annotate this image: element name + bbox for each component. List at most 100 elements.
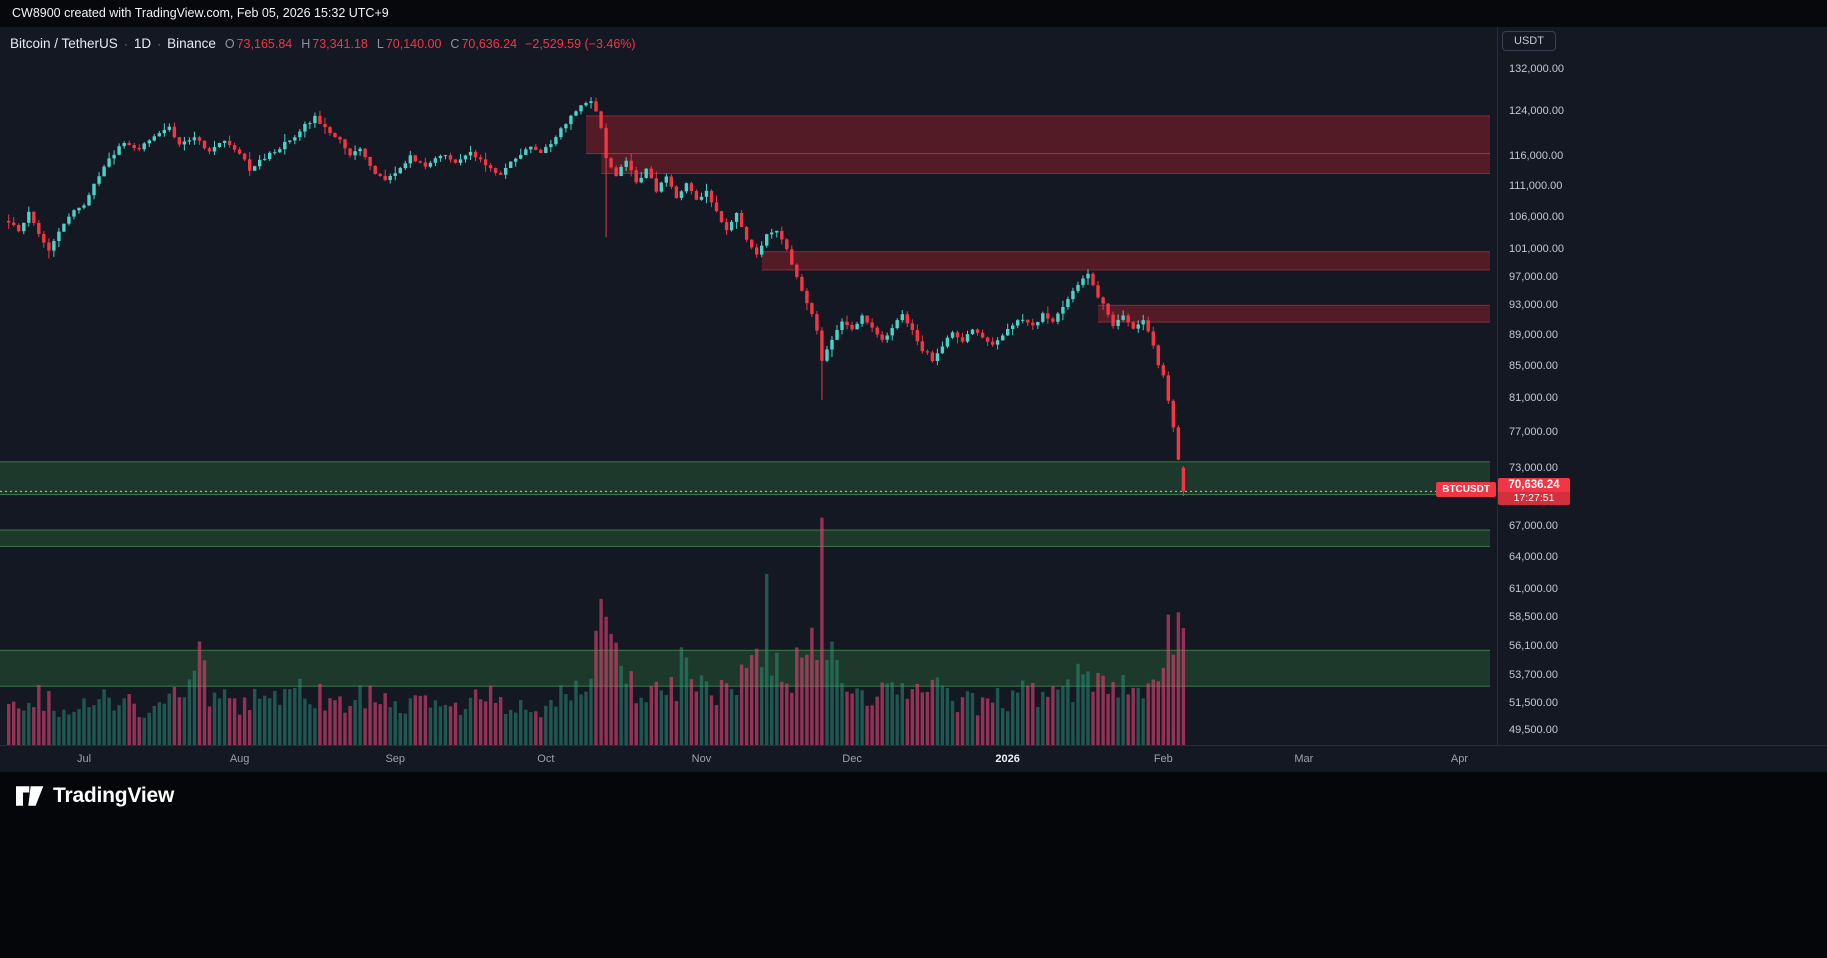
candle-body xyxy=(1046,313,1050,319)
zone-fill xyxy=(761,251,1490,270)
volume-bar xyxy=(1051,686,1055,745)
price-tick-label: 73,000.00 xyxy=(1509,462,1558,475)
volume-bar xyxy=(388,707,392,745)
zone-border xyxy=(0,545,1490,547)
time-tick-label[interactable]: Nov xyxy=(691,753,712,765)
timeframe-label[interactable]: 1D xyxy=(133,36,152,51)
candle-body xyxy=(333,133,337,137)
volume-bar xyxy=(283,688,287,745)
tradingview-logo[interactable]: TradingView xyxy=(16,784,174,808)
candle-body xyxy=(388,176,392,180)
candle-body xyxy=(709,190,714,203)
volume-bar xyxy=(162,703,166,745)
attribution-bar: CW8900 created with TradingView.com, Feb… xyxy=(0,0,1827,27)
time-axis[interactable]: Jul Aug Sep Oct Nov Dec 2026 Feb Mar Apr xyxy=(0,745,1827,772)
price-tick-label: 106,000.00 xyxy=(1509,210,1565,223)
zone-border xyxy=(761,269,1490,271)
candle-body xyxy=(132,145,136,148)
candle-body xyxy=(473,151,478,158)
high-label: H xyxy=(301,37,311,51)
volume-bar xyxy=(147,712,151,745)
candle-body xyxy=(724,222,729,231)
zone-border xyxy=(586,115,1490,117)
volume-bar xyxy=(278,704,282,745)
candle-body xyxy=(147,140,151,144)
candle-body xyxy=(1011,325,1015,329)
zone-border xyxy=(601,173,1490,174)
candle-body xyxy=(970,329,975,335)
time-tick-label[interactable]: Sep xyxy=(385,753,406,765)
volume-bar xyxy=(780,681,784,745)
candle-body xyxy=(1111,314,1115,326)
candle-body xyxy=(308,123,312,125)
candle-body xyxy=(930,352,935,361)
price-scale[interactable]: USDT 132,000.00 124,000.00 116,000.00 111,0… xyxy=(1497,27,1827,745)
volume-bar xyxy=(488,685,493,745)
time-tick-label[interactable]: Dec xyxy=(842,753,862,765)
candle-body xyxy=(7,221,11,223)
candle-body xyxy=(152,136,156,141)
time-tick-label[interactable]: Aug xyxy=(229,753,250,765)
volume-bar xyxy=(539,717,543,745)
candle-body xyxy=(1171,400,1175,428)
candle-body xyxy=(248,159,252,171)
candle-body xyxy=(694,191,699,200)
candle-body xyxy=(950,332,955,338)
candle-body xyxy=(343,139,347,149)
volume-bar xyxy=(739,664,744,745)
volume-bar xyxy=(7,704,11,745)
volume-bar xyxy=(428,707,433,745)
volume-bar xyxy=(825,660,829,745)
candle-body xyxy=(760,245,764,255)
candle-body xyxy=(945,337,950,347)
volume-bar xyxy=(925,692,930,745)
price-tick-label: 124,000.00 xyxy=(1509,105,1565,118)
candle-body xyxy=(689,183,694,191)
candle-body xyxy=(549,144,553,148)
candle-body xyxy=(870,322,874,328)
volume-bar xyxy=(995,688,1000,745)
candle-body xyxy=(1126,315,1130,323)
candle-body xyxy=(478,157,483,160)
symbol-title[interactable]: Bitcoin / TetherUS xyxy=(10,36,118,51)
price-chart-canvas[interactable] xyxy=(0,27,1497,745)
candle-body xyxy=(293,137,297,141)
price-tick-label: 51,500.00 xyxy=(1509,697,1558,710)
volume-bar xyxy=(1136,687,1140,745)
time-tick-label[interactable]: Mar xyxy=(1294,753,1314,765)
candle-body xyxy=(408,155,412,164)
volume-bar xyxy=(1131,687,1135,745)
candle-body xyxy=(483,159,488,166)
candle-body xyxy=(22,222,26,232)
volume-bar xyxy=(42,710,46,745)
volume-bar xyxy=(167,693,171,745)
zone-border xyxy=(0,529,1490,531)
time-tick-label[interactable]: Apr xyxy=(1450,753,1469,765)
volume-bar xyxy=(509,709,513,745)
volume-bar xyxy=(1126,694,1130,745)
candle-body xyxy=(544,147,548,153)
attribution-text: CW8900 created with TradingView.com, Feb… xyxy=(12,6,389,20)
time-tick-label[interactable]: Jul xyxy=(76,753,92,765)
candle-body xyxy=(780,230,784,240)
volume-bar xyxy=(433,700,438,745)
volume-bar xyxy=(915,683,919,745)
price-tick-label: 67,000.00 xyxy=(1509,519,1558,532)
volume-bar xyxy=(950,700,955,745)
candle-body xyxy=(348,148,352,156)
volume-bar xyxy=(1031,682,1035,745)
time-tick-label[interactable]: Oct xyxy=(537,753,555,765)
legend-separator: · xyxy=(123,37,128,51)
volume-bar xyxy=(248,710,252,745)
time-tick-label[interactable]: 2026 xyxy=(995,753,1020,765)
volume-bar xyxy=(187,679,192,745)
candle-body xyxy=(453,159,458,163)
volume-bar xyxy=(1046,696,1050,745)
time-tick-label[interactable]: Feb xyxy=(1153,753,1173,765)
candle-body xyxy=(1041,313,1045,322)
candle-body xyxy=(318,115,322,124)
candle-body xyxy=(1181,467,1186,492)
currency-toggle-button[interactable]: USDT xyxy=(1502,31,1556,51)
volume-bar xyxy=(1171,654,1175,745)
candle-body xyxy=(328,127,332,134)
